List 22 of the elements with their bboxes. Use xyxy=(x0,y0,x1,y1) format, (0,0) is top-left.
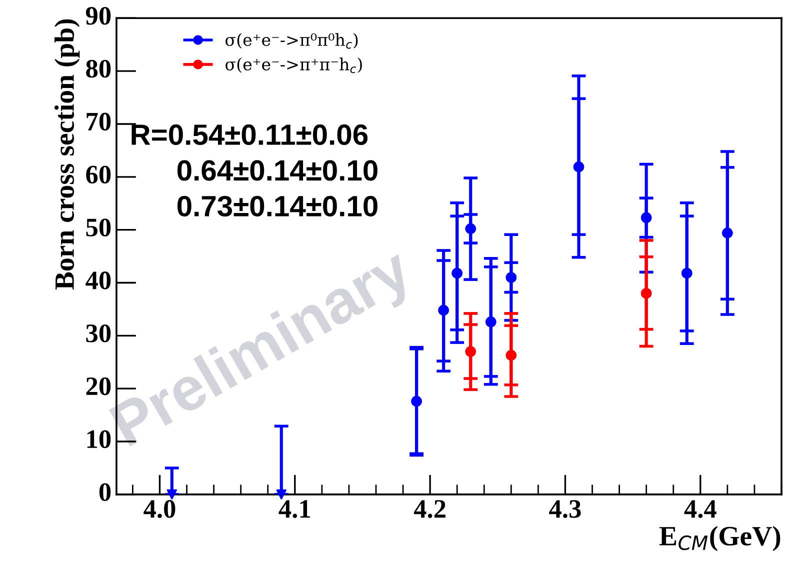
y-tick-label: 0 xyxy=(99,483,111,502)
x-tick-label: 4.0 xyxy=(144,500,176,518)
legend-label: σ(e⁺e⁻->π⁰π⁰h$_{c}$) xyxy=(226,33,358,49)
annotation: R=0.54±0.11±0.06 xyxy=(132,124,368,146)
x-axis-title: E$_{CM}$(GeV) xyxy=(659,526,780,552)
annotation: 0.64±0.14±0.10 xyxy=(177,160,378,181)
annotation: 0.73±0.14±0.10 xyxy=(177,196,378,217)
x-tick-label: 4.3 xyxy=(549,500,581,518)
y-tick-label: 80 xyxy=(86,60,111,78)
y-axis-title: Born cross section (pb) xyxy=(54,19,80,290)
y-tick-label: 10 xyxy=(87,430,111,448)
y-tick-label: 60 xyxy=(86,166,111,184)
y-tick-label: 70 xyxy=(86,112,111,131)
y-tick-label: 90 xyxy=(86,6,111,25)
x-tick-label: 4.4 xyxy=(684,500,716,518)
y-tick-label: 20 xyxy=(86,377,111,396)
y-tick-label: 30 xyxy=(86,324,111,342)
y-tick-label: 40 xyxy=(86,272,111,290)
x-tick-label: 4.1 xyxy=(278,500,310,518)
y-tick-label: 50 xyxy=(86,218,111,236)
x-tick-label: 4.2 xyxy=(414,500,446,518)
legend-label: σ(e⁺e⁻->π⁺π⁻h$_{c}$) xyxy=(226,58,362,74)
